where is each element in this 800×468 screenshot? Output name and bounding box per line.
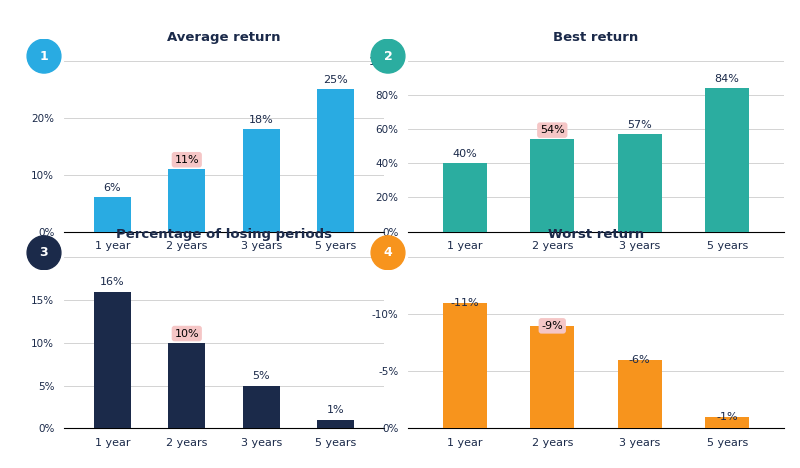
Title: Percentage of losing periods: Percentage of losing periods: [116, 228, 332, 241]
Text: -6%: -6%: [629, 355, 650, 365]
Bar: [443, 303, 486, 428]
Bar: [242, 386, 280, 428]
Text: 5%: 5%: [252, 371, 270, 381]
Text: 57%: 57%: [627, 120, 652, 130]
Text: 40%: 40%: [453, 149, 478, 159]
Text: 18%: 18%: [249, 115, 274, 125]
Bar: [317, 420, 354, 428]
Text: 4: 4: [384, 246, 392, 259]
Bar: [168, 169, 206, 232]
Circle shape: [27, 39, 61, 73]
Text: -1%: -1%: [716, 412, 738, 422]
Title: Worst return: Worst return: [548, 228, 644, 241]
Title: Best return: Best return: [554, 31, 638, 44]
Text: 84%: 84%: [714, 74, 740, 84]
Bar: [242, 129, 280, 232]
Bar: [618, 134, 662, 232]
Circle shape: [371, 39, 405, 73]
Text: -11%: -11%: [450, 298, 479, 308]
Bar: [706, 417, 749, 428]
Bar: [94, 292, 131, 428]
Bar: [530, 326, 574, 428]
Text: 54%: 54%: [540, 125, 565, 135]
Bar: [706, 88, 749, 232]
Bar: [168, 343, 206, 428]
Text: 25%: 25%: [323, 75, 348, 85]
Text: 6%: 6%: [103, 183, 121, 193]
Text: 11%: 11%: [174, 155, 199, 165]
Text: 10%: 10%: [174, 329, 199, 338]
Text: 2: 2: [384, 50, 392, 63]
Text: 1%: 1%: [327, 405, 345, 416]
Bar: [443, 163, 486, 232]
Bar: [317, 89, 354, 232]
Text: 3: 3: [40, 246, 48, 259]
Text: Euro HY short-term by holding period, 2003-2023: Euro HY short-term by holding period, 20…: [16, 32, 274, 42]
Text: -9%: -9%: [542, 321, 563, 331]
Text: 1: 1: [40, 50, 48, 63]
Text: 16%: 16%: [100, 278, 125, 287]
Bar: [618, 360, 662, 428]
Circle shape: [27, 236, 61, 270]
Circle shape: [371, 236, 405, 270]
Bar: [94, 197, 131, 232]
Bar: [530, 139, 574, 232]
Title: Average return: Average return: [167, 31, 281, 44]
